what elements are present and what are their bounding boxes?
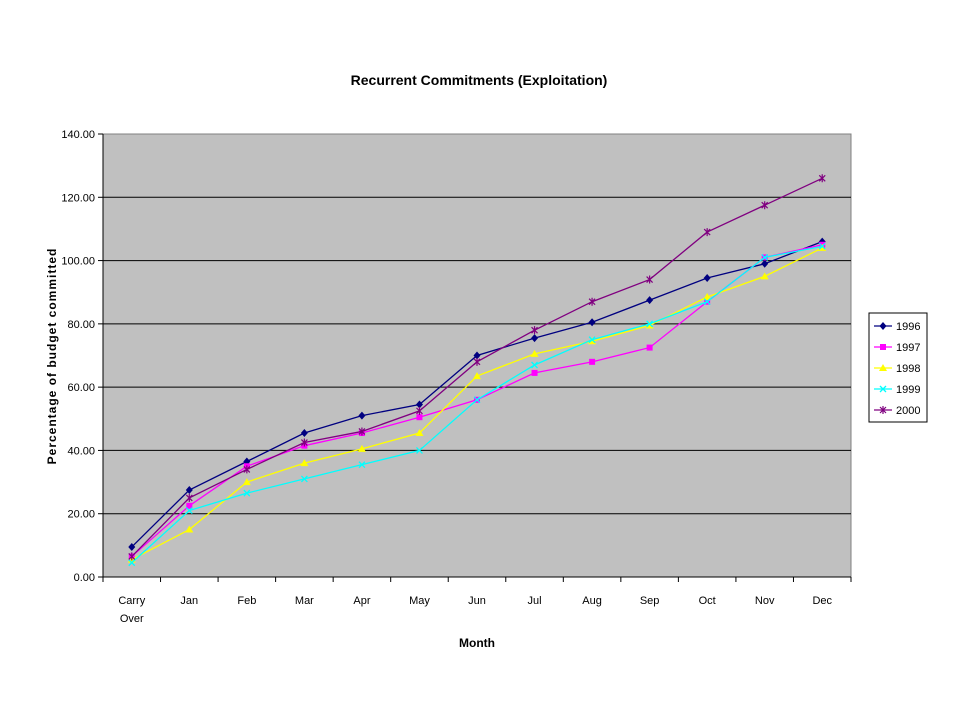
- data-point-1998: [185, 525, 194, 533]
- data-point-1999: [531, 361, 538, 369]
- x-tick-label: Carry Over: [118, 595, 145, 625]
- data-point-2000: [588, 297, 596, 306]
- y-axis-title: Percentage of budget committed: [45, 248, 59, 465]
- x-tick-label: May: [409, 595, 430, 607]
- data-point-1999: [473, 396, 481, 404]
- legend-label: 1997: [896, 342, 920, 354]
- series-2000: [128, 174, 826, 561]
- data-point-1998: [703, 292, 712, 300]
- data-point-2000: [416, 406, 423, 415]
- y-tick-label: 140.00: [61, 129, 95, 141]
- legend-item-1999: 1999: [874, 384, 920, 396]
- data-point-2000: [128, 552, 136, 561]
- data-point-1999: [243, 489, 251, 497]
- data-point-1996: [358, 411, 366, 420]
- legend-label: 1998: [896, 363, 920, 375]
- x-tick-label: Jan: [180, 595, 198, 607]
- x-tick-label: Oct: [699, 595, 716, 607]
- y-tick-label: 20.00: [67, 509, 95, 521]
- data-point-1996: [531, 334, 539, 343]
- x-tick-label: Apr: [353, 595, 370, 607]
- legend: 1996 1997 1998 1999 2000: [868, 312, 928, 423]
- legend-marker: [879, 322, 887, 330]
- data-point-1998: [357, 444, 366, 452]
- y-tick-label: 0.00: [74, 572, 95, 584]
- legend-item-2000: 2000: [874, 405, 920, 417]
- legend-marker: [880, 344, 886, 350]
- data-point-1998: [530, 349, 539, 357]
- data-point-1999: [128, 559, 136, 567]
- data-point-1999: [300, 475, 308, 483]
- x-tick-label: Dec: [812, 595, 832, 607]
- data-point-1996: [473, 351, 481, 360]
- x-tick-label: Jun: [468, 595, 486, 607]
- y-tick-label: 100.00: [61, 256, 95, 268]
- y-tick-label: 60.00: [67, 382, 95, 394]
- legend-item-1998: 1998: [874, 363, 920, 375]
- legend-item-1997: 1997: [874, 342, 920, 354]
- data-point-2000: [818, 174, 826, 183]
- axes: 0.00 20.00 40.00 60.00 80.00 100.00 120.00 140.…: [61, 129, 852, 625]
- data-point-1998: [242, 478, 251, 486]
- data-point-2000: [473, 357, 481, 366]
- data-point-1998: [473, 372, 481, 380]
- legend-item-1996: 1996: [874, 321, 920, 333]
- data-point-1999: [646, 320, 654, 328]
- data-point-1996: [128, 542, 136, 551]
- data-point-1996: [703, 273, 711, 282]
- y-tick-label: 80.00: [67, 319, 95, 331]
- data-point-1996: [588, 318, 596, 327]
- data-point-1997: [531, 369, 538, 376]
- data-point-1998: [415, 429, 424, 437]
- gridlines: [103, 196, 851, 515]
- data-point-1999: [588, 336, 596, 344]
- data-point-2000: [358, 427, 366, 436]
- series-group: [127, 174, 827, 567]
- data-point-2000: [531, 326, 538, 335]
- data-point-1999: [703, 298, 711, 306]
- data-point-2000: [300, 438, 308, 447]
- data-point-1999: [416, 446, 423, 454]
- data-point-1999: [358, 461, 366, 469]
- y-tick-label: 120.00: [61, 192, 95, 204]
- y-tick-label: 40.00: [67, 445, 95, 457]
- legend-label: 1999: [896, 384, 920, 396]
- data-point-1996: [646, 296, 654, 305]
- data-point-2000: [646, 275, 654, 284]
- legend-label: 1996: [896, 321, 920, 333]
- data-point-1996: [761, 259, 769, 268]
- data-point-1999: [818, 242, 826, 250]
- data-point-1996: [300, 429, 308, 438]
- chart-title: Recurrent Commitments (Exploitation): [351, 72, 608, 88]
- x-tick-label: Feb: [237, 595, 256, 607]
- data-point-1998: [300, 459, 309, 467]
- series-1999: [128, 242, 826, 567]
- data-point-1999: [761, 253, 769, 261]
- data-point-2000: [761, 201, 769, 210]
- legend-marker: [879, 364, 887, 371]
- x-tick-label: Aug: [582, 595, 602, 607]
- data-point-1999: [185, 507, 193, 515]
- data-point-1997: [646, 344, 653, 351]
- data-point-2000: [243, 465, 251, 474]
- data-point-1997: [416, 414, 423, 421]
- data-point-2000: [703, 228, 711, 237]
- legend-marker: [879, 406, 887, 414]
- x-tick-label: Sep: [640, 595, 660, 607]
- x-axis-title: Month: [459, 636, 495, 650]
- x-tick-label: Jul: [528, 595, 542, 607]
- data-point-2000: [185, 493, 193, 502]
- data-point-1997: [186, 502, 193, 509]
- x-tick-label: Mar: [295, 595, 314, 607]
- legend-marker: [879, 385, 887, 393]
- legend-label: 2000: [896, 405, 920, 417]
- data-point-1996: [185, 485, 193, 494]
- data-point-1996: [415, 400, 423, 409]
- x-tick-label: Nov: [755, 595, 775, 607]
- data-point-1997: [589, 358, 596, 365]
- data-point-1998: [760, 272, 769, 280]
